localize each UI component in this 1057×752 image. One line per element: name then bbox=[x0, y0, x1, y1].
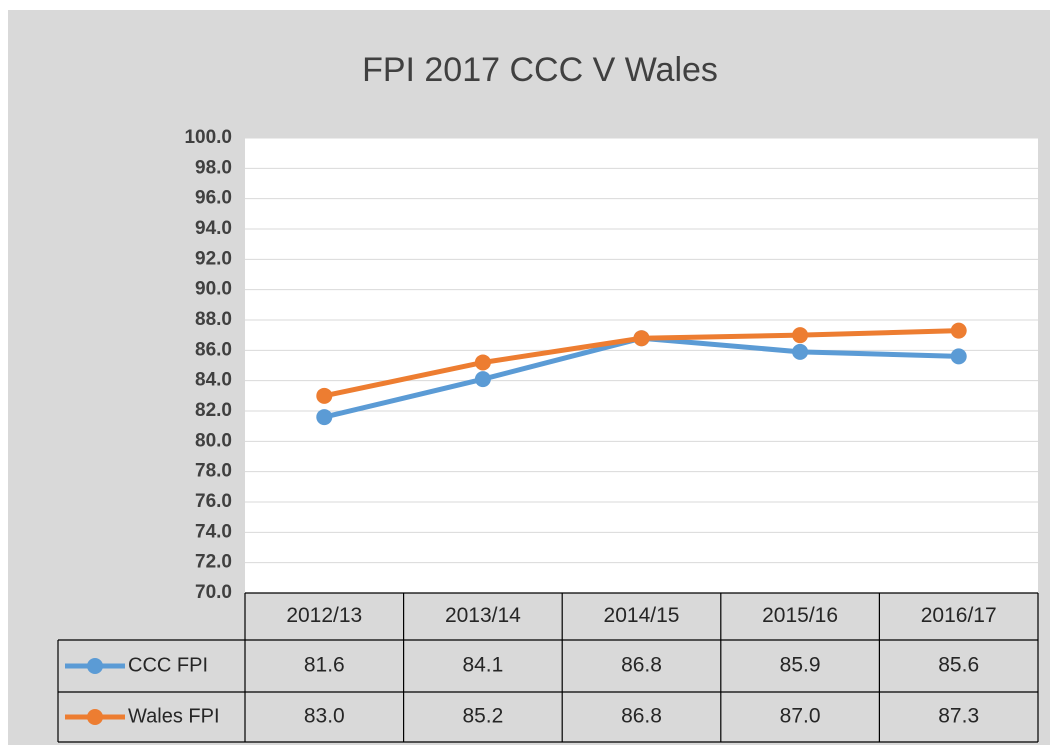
series-marker bbox=[792, 343, 809, 360]
legend-label: Wales FPI bbox=[128, 705, 220, 727]
table-value: 86.8 bbox=[621, 705, 662, 728]
y-tick-label: 98.0 bbox=[195, 157, 232, 178]
chart-title: FPI 2017 CCC V Wales bbox=[362, 51, 718, 89]
series-marker bbox=[316, 409, 333, 426]
y-tick-label: 82.0 bbox=[195, 400, 232, 421]
y-tick-label: 76.0 bbox=[195, 491, 232, 512]
y-tick-label: 80.0 bbox=[195, 430, 232, 451]
series-marker bbox=[792, 327, 809, 344]
y-tick-label: 86.0 bbox=[195, 339, 232, 360]
x-tick-label: 2013/14 bbox=[445, 604, 521, 627]
series-marker bbox=[950, 348, 967, 365]
y-tick-label: 78.0 bbox=[195, 461, 232, 482]
y-tick-label: 94.0 bbox=[195, 218, 232, 239]
y-tick-label: 90.0 bbox=[195, 279, 232, 300]
y-tick-label: 74.0 bbox=[195, 521, 232, 542]
x-tick-label: 2012/13 bbox=[286, 604, 362, 627]
table-value: 85.2 bbox=[462, 705, 503, 728]
plot-area bbox=[245, 138, 1038, 593]
y-tick-label: 100.0 bbox=[184, 127, 232, 148]
legend-marker bbox=[87, 709, 103, 725]
legend-label: CCC FPI bbox=[128, 654, 208, 676]
series-marker bbox=[316, 387, 333, 404]
series-marker bbox=[474, 371, 491, 388]
series-marker bbox=[950, 322, 967, 339]
table-value: 83.0 bbox=[304, 705, 345, 728]
y-tick-label: 92.0 bbox=[195, 248, 232, 269]
table-value: 85.9 bbox=[780, 654, 821, 677]
y-tick-label: 72.0 bbox=[195, 552, 232, 573]
series-marker bbox=[633, 330, 650, 347]
table-value: 81.6 bbox=[304, 654, 345, 677]
table-value: 85.6 bbox=[938, 654, 979, 677]
y-tick-label: 96.0 bbox=[195, 188, 232, 209]
table-value: 87.0 bbox=[780, 705, 821, 728]
y-tick-label: 70.0 bbox=[195, 582, 232, 603]
series-marker bbox=[474, 354, 491, 371]
table-value: 87.3 bbox=[938, 705, 979, 728]
table-value: 86.8 bbox=[621, 654, 662, 677]
x-tick-label: 2014/15 bbox=[604, 604, 680, 627]
table-value: 84.1 bbox=[462, 654, 503, 677]
legend-marker bbox=[87, 658, 103, 674]
y-tick-label: 84.0 bbox=[195, 370, 232, 391]
x-tick-label: 2016/17 bbox=[921, 604, 997, 627]
x-tick-label: 2015/16 bbox=[762, 604, 838, 627]
y-tick-label: 88.0 bbox=[195, 309, 232, 330]
